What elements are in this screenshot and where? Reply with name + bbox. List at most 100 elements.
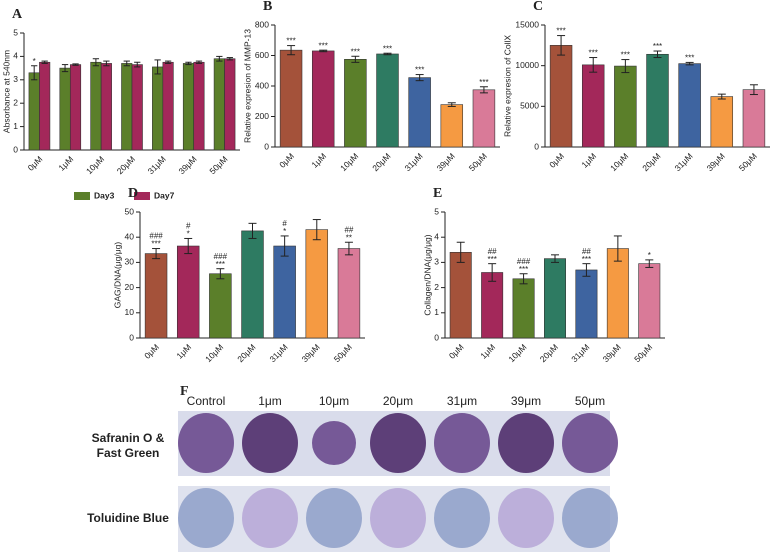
x-tick-label: 1μM [56,154,75,173]
stained-pellet [562,413,618,473]
bar [131,64,143,151]
x-tick-label: 39μM [601,342,623,364]
y-tick-label: 0 [129,332,134,342]
x-tick-label: 1μM [174,342,193,361]
bar [376,53,399,148]
stained-pellet [562,488,618,548]
significance-label: *** [487,255,496,264]
significance-label: *** [216,260,225,269]
stained-pellet [370,488,426,548]
panel-label: E [433,186,442,201]
bar [614,65,637,148]
x-tick-label: 0μM [277,151,296,170]
x-tick-label: 10μM [203,342,225,364]
x-tick-label: 20μM [640,151,662,173]
bar [224,58,236,151]
bar [408,77,431,148]
bar [162,61,174,151]
x-tick-label: 10μM [338,151,360,173]
x-tick-label: 10μM [608,151,630,173]
y-tick-label: 4 [434,231,439,241]
row-label: Fast Green [97,446,160,460]
bar [182,63,195,151]
bar [472,89,496,148]
stained-pellet [178,488,234,548]
y-tick-label: 2 [13,97,18,107]
bar [337,248,361,339]
bar [575,269,598,339]
significance-label: * [283,227,286,236]
x-tick-label: 10μM [506,342,528,364]
significance-label: *** [621,51,630,60]
x-tick-label: 0μM [547,151,566,170]
x-tick-label: 0μM [142,342,161,361]
y-tick-label: 800 [255,19,269,29]
y-tick-label: 40 [125,231,135,241]
y-tick-label: 1 [13,121,18,131]
bar [710,96,734,148]
significance-label: ## [582,247,591,256]
x-tick-label: 31μM [672,151,694,173]
y-tick-label: 10 [125,307,135,317]
y-tick-label: 0 [434,332,439,342]
y-tick-label: 2 [434,282,439,292]
y-tick-label: 0 [534,141,539,151]
bar [28,72,40,151]
panel-label: A [12,7,23,22]
significance-label: ### [517,257,531,266]
bar [69,64,82,151]
x-tick-label: 50μM [332,342,354,364]
stained-pellet [242,488,298,548]
y-tick-label: 50 [125,206,135,216]
bar [39,61,51,151]
y-axis-label: Relative expresion of MMP-13 [242,29,252,143]
y-tick-label: 400 [255,80,269,90]
x-tick-label: 1μM [579,151,598,170]
bar [305,229,329,339]
bar [144,253,168,339]
stained-pellet [370,413,426,473]
bar [449,252,472,339]
x-tick-label: 39μM [435,151,457,173]
column-label: 10μm [319,394,349,408]
bar [152,66,164,151]
column-label: 50μm [575,394,605,408]
significance-label: *** [582,255,591,264]
bar [344,59,367,148]
stained-pellet [434,413,490,473]
x-tick-label: 10μM [84,154,106,176]
y-axis-label: Absorbance at 540nm [1,50,11,133]
significance-label: ** [346,233,352,242]
significance-label: *** [151,240,160,249]
histology-panel: F Control 1μm 10μm 20μm 31μm 39μm 50μm Safranin… [87,384,618,552]
x-tick-label: 50μM [467,151,489,173]
column-label: 1μm [258,394,282,408]
bar [512,278,535,339]
y-tick-label: 200 [255,111,269,121]
bar [606,248,629,339]
significance-label: * [187,230,190,239]
significance-label: *** [286,37,295,46]
significance-label: *** [653,42,662,51]
bar [241,230,264,339]
x-tick-label: 1μM [309,151,328,170]
y-tick-label: 3 [13,74,18,84]
x-tick-label: 31μM [402,151,424,173]
significance-label: # [282,219,287,228]
x-tick-label: 0μM [447,342,466,361]
significance-label: *** [589,49,598,58]
y-tick-label: 5 [13,27,18,37]
bar [311,50,335,148]
panel-label: B [263,0,272,14]
x-tick-label: 39μM [176,154,198,176]
significance-label: *** [319,41,328,50]
y-tick-label: 15000 [515,19,539,29]
row-label: Safranin O & [92,431,165,445]
y-tick-label: 10000 [515,60,539,70]
column-label: Control [187,394,226,408]
bar [121,63,133,151]
y-tick-label: 0 [13,144,18,154]
legend-swatch [134,192,150,200]
y-tick-label: 20 [125,282,135,292]
y-tick-label: 3 [434,257,439,267]
